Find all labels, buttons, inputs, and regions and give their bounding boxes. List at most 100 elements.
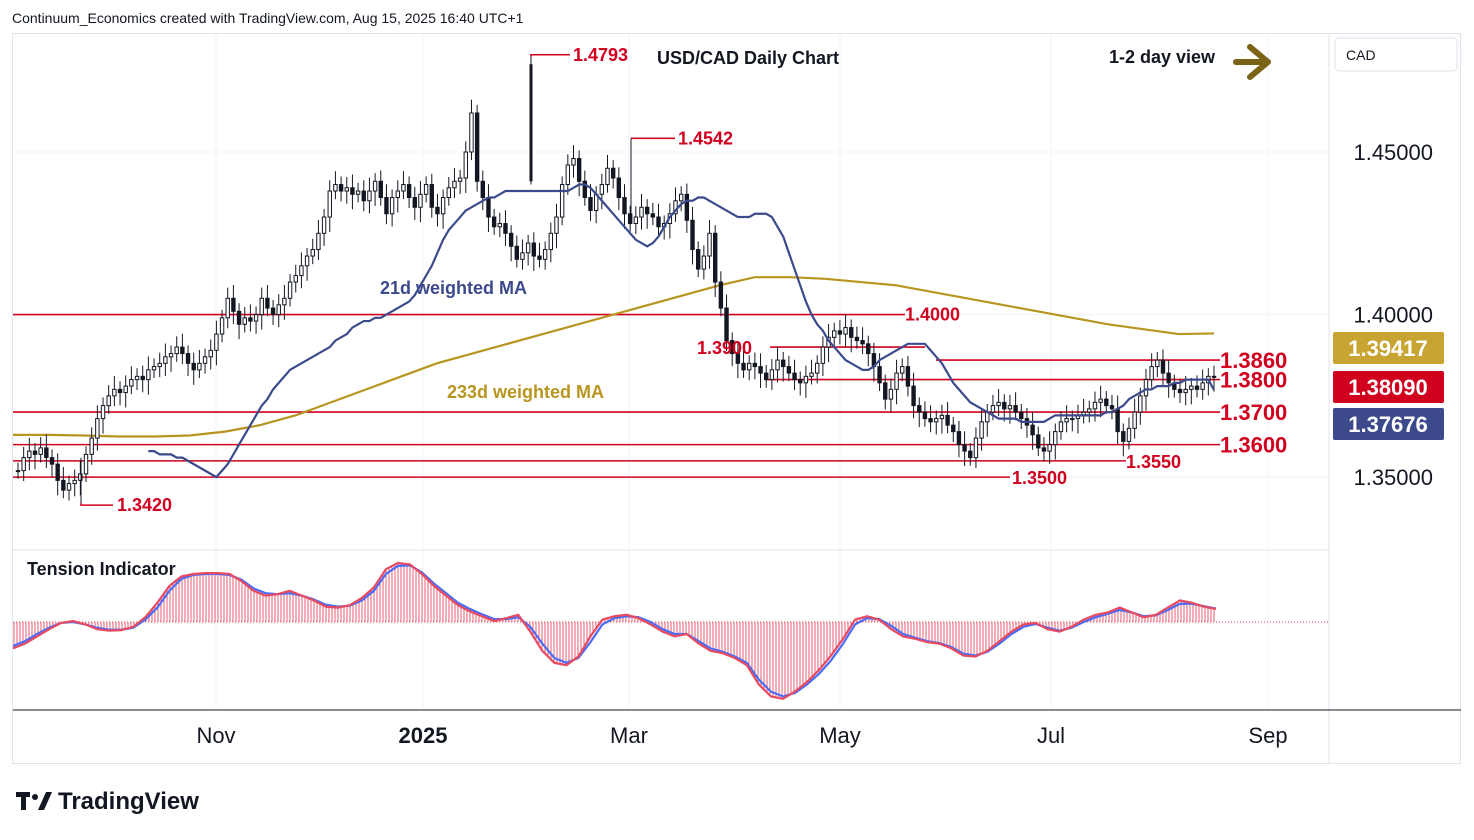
candle-up bbox=[707, 232, 712, 257]
candle-down bbox=[588, 197, 593, 212]
candle-down bbox=[1030, 424, 1035, 436]
candle-up bbox=[803, 375, 809, 384]
candle-down bbox=[270, 307, 276, 316]
candle-down bbox=[690, 219, 695, 251]
candle-up bbox=[525, 242, 531, 254]
candle-up bbox=[208, 349, 213, 358]
tension-line bbox=[12, 561, 1217, 700]
candle-down bbox=[866, 343, 871, 355]
candle-down bbox=[956, 431, 962, 446]
candle-up bbox=[973, 437, 979, 459]
candle-down bbox=[32, 450, 38, 455]
candle-down bbox=[514, 245, 520, 260]
candle-up bbox=[27, 450, 32, 459]
candle-down bbox=[412, 197, 417, 208]
candle-up bbox=[214, 333, 219, 351]
chart-header: Continuum_Economics created with Trading… bbox=[12, 10, 524, 26]
candle-up bbox=[304, 255, 310, 267]
chart-frame bbox=[12, 33, 1461, 764]
candle-up bbox=[1138, 395, 1143, 413]
level-label-1-3500: 1.3500 bbox=[1012, 468, 1067, 488]
candle-up bbox=[1183, 388, 1188, 394]
candle-down bbox=[1036, 434, 1041, 449]
candle-up bbox=[542, 249, 548, 260]
candle-down bbox=[49, 457, 55, 465]
level-label-1-3860: 1.3860 bbox=[1220, 348, 1287, 373]
candle-up bbox=[548, 232, 554, 251]
candle-down bbox=[117, 388, 123, 394]
high-label-1-4793: 1.4793 bbox=[573, 45, 628, 65]
candle-up bbox=[106, 395, 111, 407]
candle-up bbox=[123, 385, 128, 394]
candle-down bbox=[962, 444, 967, 452]
candle-down bbox=[837, 330, 843, 335]
y-tick-label: 1.45000 bbox=[1353, 140, 1433, 165]
candle-down bbox=[644, 206, 650, 215]
candle-down bbox=[480, 180, 485, 199]
currency-box[interactable]: CAD bbox=[1334, 37, 1458, 72]
candle-up bbox=[820, 346, 826, 364]
candle-up bbox=[316, 232, 321, 251]
candle-down bbox=[1115, 408, 1120, 433]
candle-up bbox=[554, 216, 559, 234]
level-label-1-3600: 1.3600 bbox=[1220, 433, 1287, 458]
candle-down bbox=[622, 197, 627, 215]
candle-up bbox=[747, 362, 752, 371]
candle-up bbox=[1087, 408, 1092, 413]
candle-up bbox=[939, 414, 945, 420]
candle-up bbox=[769, 369, 775, 381]
candle-up bbox=[15, 470, 21, 473]
candle-down bbox=[724, 307, 729, 342]
candle-down bbox=[922, 411, 928, 420]
candle-up bbox=[78, 473, 83, 481]
candle-down bbox=[1002, 401, 1007, 410]
candle-up bbox=[38, 447, 43, 455]
high-label-1-4542: 1.4542 bbox=[678, 128, 733, 148]
candle-down bbox=[764, 372, 769, 381]
candle-up bbox=[333, 184, 338, 192]
candle-down bbox=[684, 193, 690, 221]
candle-up bbox=[66, 483, 72, 491]
candle-up bbox=[832, 330, 837, 338]
candle-up bbox=[401, 184, 406, 192]
tradingview-logo[interactable]: TradingView bbox=[16, 788, 199, 816]
candle-up bbox=[843, 327, 848, 335]
candle-up bbox=[163, 356, 168, 364]
candle-down bbox=[191, 362, 196, 371]
candle-up bbox=[327, 190, 332, 218]
candle-down bbox=[610, 167, 616, 179]
candle-down bbox=[338, 184, 344, 192]
candle-down bbox=[911, 385, 916, 407]
candle-up bbox=[1143, 379, 1149, 397]
candle-up bbox=[197, 362, 202, 371]
candle-down bbox=[1160, 359, 1166, 374]
x-tick-label: Sep bbox=[1248, 723, 1287, 748]
candle-down bbox=[758, 366, 763, 374]
ma233-line bbox=[13, 276, 1215, 438]
candle-down bbox=[656, 216, 661, 228]
candle-up bbox=[389, 197, 395, 215]
candle-up bbox=[1007, 405, 1013, 410]
candle-down bbox=[508, 232, 514, 247]
candle-down bbox=[798, 379, 803, 384]
x-tick-label: Nov bbox=[196, 723, 235, 748]
candle-down bbox=[140, 375, 145, 381]
high-marker bbox=[530, 53, 570, 57]
candle-down bbox=[1166, 372, 1171, 384]
candle-up bbox=[276, 304, 281, 316]
candle-down bbox=[503, 223, 508, 234]
candle-down bbox=[537, 255, 542, 260]
price-tag-label: 1.38090 bbox=[1348, 375, 1428, 400]
candle-up bbox=[423, 184, 429, 195]
ma21-label: 21d weighted MA bbox=[380, 278, 527, 298]
candle-down bbox=[877, 366, 882, 384]
candles bbox=[15, 56, 1217, 504]
candle-up bbox=[497, 223, 503, 228]
level-label-1-3700: 1.3700 bbox=[1220, 400, 1287, 425]
candle-up bbox=[21, 457, 26, 472]
candle-up bbox=[440, 197, 446, 215]
candle-up bbox=[299, 265, 304, 277]
y-tick-label: 1.35000 bbox=[1353, 465, 1433, 490]
